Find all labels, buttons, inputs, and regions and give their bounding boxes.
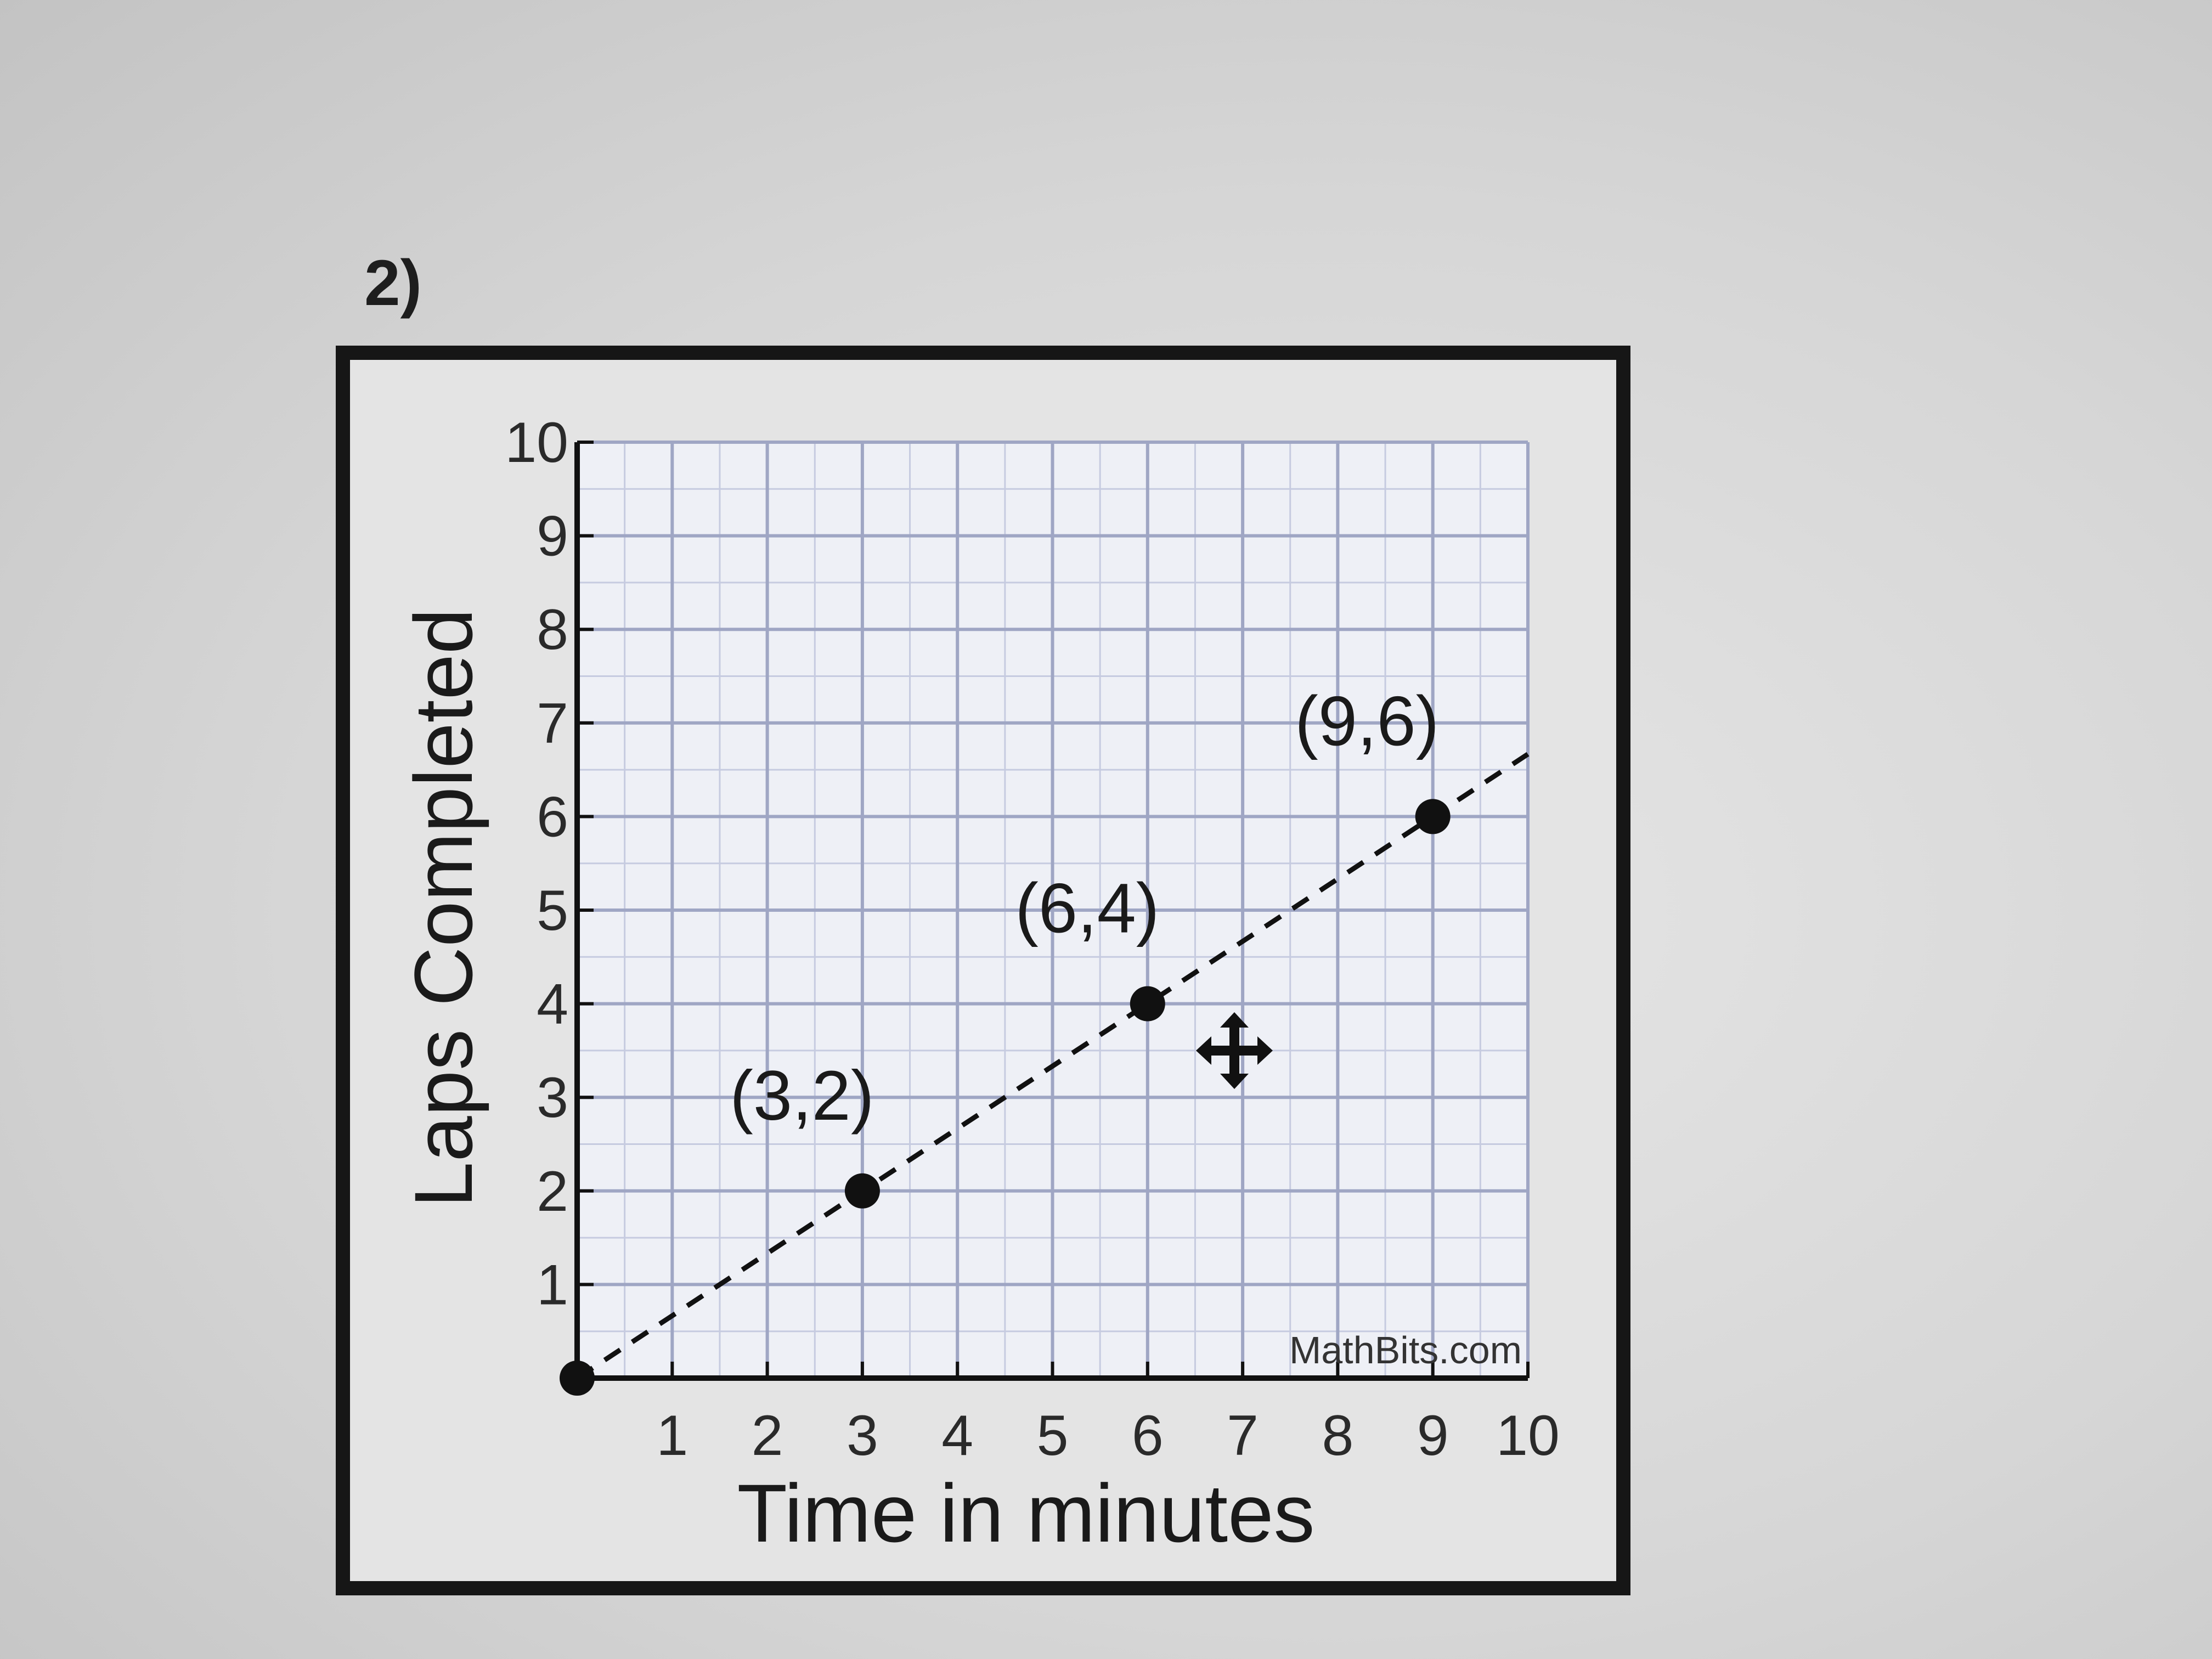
- y-tick-label: 5: [537, 879, 568, 943]
- data-point: [1415, 799, 1451, 834]
- data-label: (6,4): [1015, 870, 1159, 948]
- x-axis-title: Time in minutes: [737, 1467, 1314, 1559]
- x-tick-label: 5: [1037, 1404, 1069, 1468]
- data-point-layer: [560, 799, 1451, 1396]
- data-label: (9,6): [1295, 682, 1439, 760]
- y-tick-label: 4: [537, 973, 568, 1036]
- data-point: [1130, 986, 1165, 1022]
- x-tick-label: 9: [1417, 1404, 1449, 1468]
- y-tick-label: 1: [537, 1253, 568, 1317]
- y-tick-label: 9: [537, 505, 568, 568]
- y-tick-label: 3: [537, 1066, 568, 1130]
- question-number: 2): [364, 247, 422, 319]
- x-tick-label: 2: [752, 1404, 783, 1468]
- x-tick-label: 7: [1227, 1404, 1259, 1468]
- y-tick-label: 10: [505, 411, 568, 475]
- x-tick-label: 1: [656, 1404, 688, 1468]
- data-point: [844, 1173, 880, 1209]
- x-tick-label: 6: [1132, 1404, 1164, 1468]
- data-label: (3,2): [730, 1057, 874, 1135]
- y-tick-label: 2: [537, 1160, 568, 1223]
- series-line: [575, 752, 1530, 1380]
- y-tick-label: 8: [537, 598, 568, 662]
- x-tick-label: 3: [847, 1404, 878, 1468]
- trend-line-layer: [575, 752, 1530, 1380]
- data-point: [560, 1361, 595, 1396]
- x-tick-label: 8: [1322, 1404, 1353, 1468]
- y-tick-label: 6: [537, 785, 568, 849]
- x-tick-label: 10: [1496, 1404, 1560, 1468]
- y-axis-title: Laps Completed: [397, 608, 489, 1207]
- watermark: MathBits.com: [1289, 1329, 1522, 1372]
- label-layer: (3,2) (6,4) (9,6): [730, 682, 1439, 1135]
- grid-layer: [577, 441, 1530, 1378]
- move-cursor-icon: [1196, 1012, 1273, 1089]
- x-tick-label: 4: [941, 1404, 973, 1468]
- y-tick-label: 7: [537, 692, 568, 755]
